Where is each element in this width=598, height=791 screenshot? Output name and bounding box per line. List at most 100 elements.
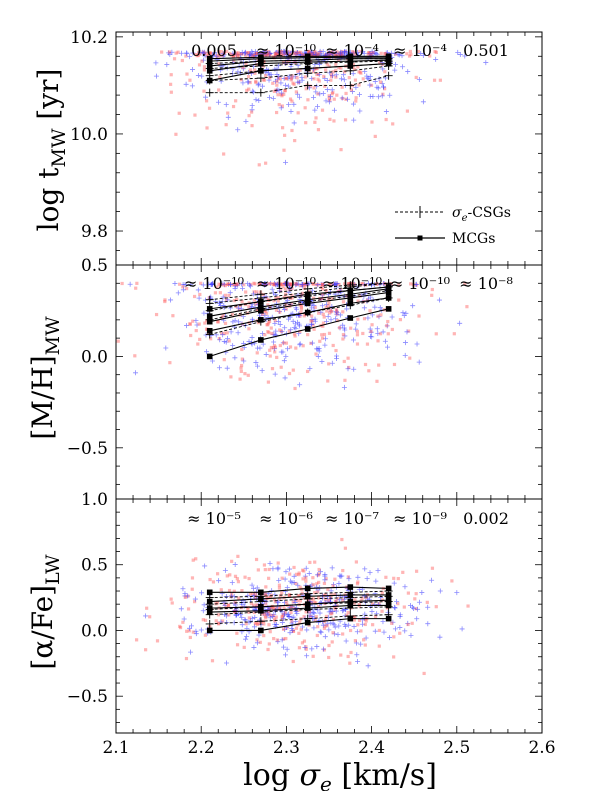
mcg-point	[329, 52, 333, 56]
mcg-point	[99, 617, 102, 620]
csg-point	[229, 580, 235, 586]
mcg-marker	[258, 307, 264, 314]
csg-point	[247, 282, 253, 288]
csg-point	[164, 62, 170, 68]
mcg-point	[246, 607, 250, 611]
mcg-point	[178, 626, 183, 630]
mcg-point	[322, 648, 326, 652]
csg-point	[414, 616, 420, 622]
mcg-point	[324, 289, 328, 293]
csg-point	[255, 82, 261, 88]
csg-point	[322, 571, 328, 577]
mcg-point	[381, 92, 385, 96]
csg-point	[299, 77, 305, 83]
mcg-point	[327, 655, 331, 660]
csg-point	[277, 322, 283, 328]
mcg-point	[235, 643, 240, 647]
csg-point	[250, 585, 256, 591]
mcg-point	[262, 54, 266, 58]
mcg-point	[301, 568, 305, 572]
mcg-point	[272, 299, 276, 303]
csg-point	[334, 310, 340, 316]
csg-point	[328, 317, 334, 323]
csg-point	[331, 582, 337, 588]
csg-point	[457, 320, 463, 326]
mcg-point	[294, 346, 298, 350]
csg-point	[269, 588, 275, 594]
csg-point	[416, 76, 422, 82]
mcg-point	[333, 607, 337, 611]
csg-point	[209, 358, 215, 364]
mcg-point	[278, 606, 282, 610]
mcg-point	[432, 78, 437, 82]
csg-point	[367, 93, 373, 99]
mcg-point	[299, 305, 303, 309]
csg-point	[218, 78, 224, 84]
csg-point	[309, 582, 315, 588]
mcg-point	[223, 293, 227, 297]
mcg-point	[327, 643, 331, 648]
mcg-point	[257, 283, 262, 287]
mcg-point	[217, 282, 221, 286]
mcg-point	[287, 282, 291, 287]
mcg-point	[219, 588, 223, 592]
csg-point	[200, 282, 206, 288]
mcg-point	[359, 629, 363, 633]
mcg-point	[263, 614, 267, 618]
mcg-marker	[347, 291, 354, 298]
mcg-point	[205, 318, 209, 323]
mcg-point	[202, 68, 207, 72]
mcg-point	[266, 303, 270, 307]
mcg-point	[253, 622, 257, 626]
csg-point	[283, 159, 289, 165]
csg-point	[230, 319, 236, 325]
mcg-point	[228, 573, 232, 577]
x-tick-label: 2.1	[102, 738, 129, 758]
mcg-marker	[304, 65, 311, 72]
mcg-point	[314, 615, 318, 619]
csg-point	[315, 619, 321, 625]
mcg-point	[334, 348, 338, 353]
mcg-point	[277, 583, 282, 587]
csg-point	[418, 50, 424, 56]
csg-point	[220, 294, 226, 300]
mcg-marker	[258, 317, 264, 323]
csg-point	[328, 94, 334, 100]
mcg-point	[336, 596, 340, 601]
mcg-point	[302, 614, 306, 619]
csg-point	[279, 619, 285, 625]
csg-point	[220, 332, 226, 338]
mcg-point	[240, 347, 244, 352]
csg-marker	[384, 71, 393, 80]
csg-point	[291, 120, 297, 126]
mcg-point	[401, 570, 405, 574]
mcg-point	[264, 73, 268, 78]
mcg-point	[281, 614, 285, 618]
csg-point	[221, 282, 227, 288]
legend-mcg-label: MCGs	[452, 231, 495, 247]
mcg-point	[240, 357, 244, 361]
mcg-point	[193, 600, 197, 604]
mcg-point	[234, 283, 238, 287]
mcg-marker	[258, 607, 264, 614]
mcg-point	[379, 51, 383, 55]
panel-age: 9.8 10.0 10.2 0.005 ≈ 10⁻¹⁰ ≈ 10⁻⁴ ≈ 10⁻⁴ 0.501	[70, 28, 543, 266]
mcg-point	[248, 80, 252, 85]
csg-point	[105, 306, 110, 311]
csg-point	[201, 50, 207, 56]
y-tick-label: 10.2	[70, 28, 108, 48]
csg-point	[362, 566, 368, 572]
mcg-point	[265, 53, 269, 57]
mcg-point	[327, 96, 331, 101]
mcg-point	[313, 120, 317, 124]
mcg-point	[145, 606, 149, 610]
mcg-point	[311, 281, 315, 286]
mcg-point	[222, 331, 227, 336]
mcg-point	[263, 592, 267, 596]
csg-point	[180, 586, 186, 592]
x-tick-label: 2.2	[188, 738, 215, 758]
csg-point	[231, 593, 237, 599]
mcg-point	[229, 375, 233, 379]
mcg-marker	[206, 55, 213, 62]
csg-point	[262, 313, 268, 319]
